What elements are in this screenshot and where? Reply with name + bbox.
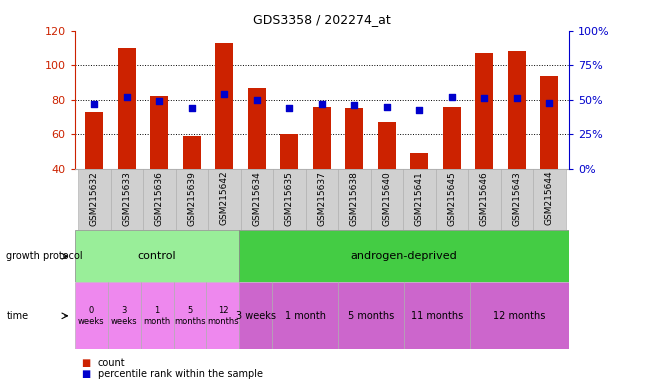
Bar	[78, 169, 111, 230]
Bar	[208, 169, 240, 230]
Bar	[108, 282, 140, 349]
Bar	[150, 96, 168, 169]
Text: GSM215634: GSM215634	[252, 171, 261, 225]
Bar	[338, 282, 404, 349]
Text: GSM215637: GSM215637	[317, 171, 326, 226]
Bar	[273, 169, 306, 230]
Point	[122, 94, 132, 100]
Bar	[111, 169, 143, 230]
Bar	[508, 51, 526, 169]
Bar	[470, 282, 569, 349]
Text: 11 months: 11 months	[411, 311, 463, 321]
Text: GSM215640: GSM215640	[382, 171, 391, 225]
Point	[349, 102, 359, 108]
Text: GSM215633: GSM215633	[122, 171, 131, 226]
Bar	[207, 282, 239, 349]
Text: GSM215632: GSM215632	[90, 171, 99, 225]
Text: 3 weeks: 3 weeks	[236, 311, 276, 321]
Bar	[306, 169, 338, 230]
Bar	[183, 136, 201, 169]
Text: GSM215636: GSM215636	[155, 171, 164, 226]
Text: growth protocol: growth protocol	[6, 251, 83, 262]
Bar	[468, 169, 500, 230]
Point	[479, 95, 489, 101]
Text: GSM215642: GSM215642	[220, 171, 229, 225]
Bar	[338, 169, 370, 230]
Bar	[75, 282, 108, 349]
Bar	[272, 282, 338, 349]
Point	[89, 101, 99, 107]
Bar	[239, 230, 569, 282]
Bar	[239, 282, 272, 349]
Text: GSM215635: GSM215635	[285, 171, 294, 226]
Text: GSM215644: GSM215644	[545, 171, 554, 225]
Bar	[174, 282, 207, 349]
Bar	[75, 230, 239, 282]
Text: time: time	[6, 311, 29, 321]
Text: percentile rank within the sample: percentile rank within the sample	[98, 369, 263, 379]
Bar	[313, 107, 331, 169]
Bar	[118, 48, 136, 169]
Text: count: count	[98, 358, 125, 368]
Bar	[240, 169, 273, 230]
Point	[544, 99, 554, 106]
Text: 12 months: 12 months	[493, 311, 545, 321]
Bar	[533, 169, 566, 230]
Text: androgen-deprived: androgen-deprived	[351, 251, 458, 262]
Bar	[140, 282, 174, 349]
Point	[414, 106, 424, 113]
Bar	[176, 169, 208, 230]
Text: GSM215639: GSM215639	[187, 171, 196, 226]
Bar	[248, 88, 266, 169]
Text: GSM215641: GSM215641	[415, 171, 424, 225]
Text: GSM215645: GSM215645	[447, 171, 456, 225]
Point	[512, 95, 522, 101]
Bar	[475, 53, 493, 169]
Text: ■: ■	[81, 358, 90, 368]
Point	[447, 94, 457, 100]
Bar	[85, 112, 103, 169]
Bar	[436, 169, 468, 230]
Text: GSM215646: GSM215646	[480, 171, 489, 225]
Point	[252, 97, 262, 103]
Bar	[143, 169, 176, 230]
Text: 0
weeks: 0 weeks	[78, 306, 105, 326]
Point	[382, 104, 392, 110]
Point	[219, 91, 229, 98]
Point	[284, 105, 294, 111]
Text: 5 months: 5 months	[348, 311, 395, 321]
Text: GDS3358 / 202274_at: GDS3358 / 202274_at	[253, 13, 391, 26]
Text: ■: ■	[81, 369, 90, 379]
Text: 1 month: 1 month	[285, 311, 326, 321]
Text: 3
weeks: 3 weeks	[111, 306, 137, 326]
Bar	[404, 282, 470, 349]
Text: 1
month: 1 month	[144, 306, 171, 326]
Bar	[215, 43, 233, 169]
Bar	[540, 76, 558, 169]
Point	[317, 101, 327, 107]
Text: GSM215638: GSM215638	[350, 171, 359, 226]
Bar	[500, 169, 533, 230]
Bar	[403, 169, 436, 230]
Point	[154, 98, 164, 104]
Bar	[443, 107, 461, 169]
Bar	[378, 122, 396, 169]
Bar	[280, 134, 298, 169]
Text: 5
months: 5 months	[174, 306, 206, 326]
Text: 12
months: 12 months	[207, 306, 239, 326]
Bar	[345, 108, 363, 169]
Text: control: control	[138, 251, 176, 262]
Bar	[370, 169, 403, 230]
Text: GSM215643: GSM215643	[512, 171, 521, 225]
Bar	[410, 153, 428, 169]
Point	[187, 105, 197, 111]
